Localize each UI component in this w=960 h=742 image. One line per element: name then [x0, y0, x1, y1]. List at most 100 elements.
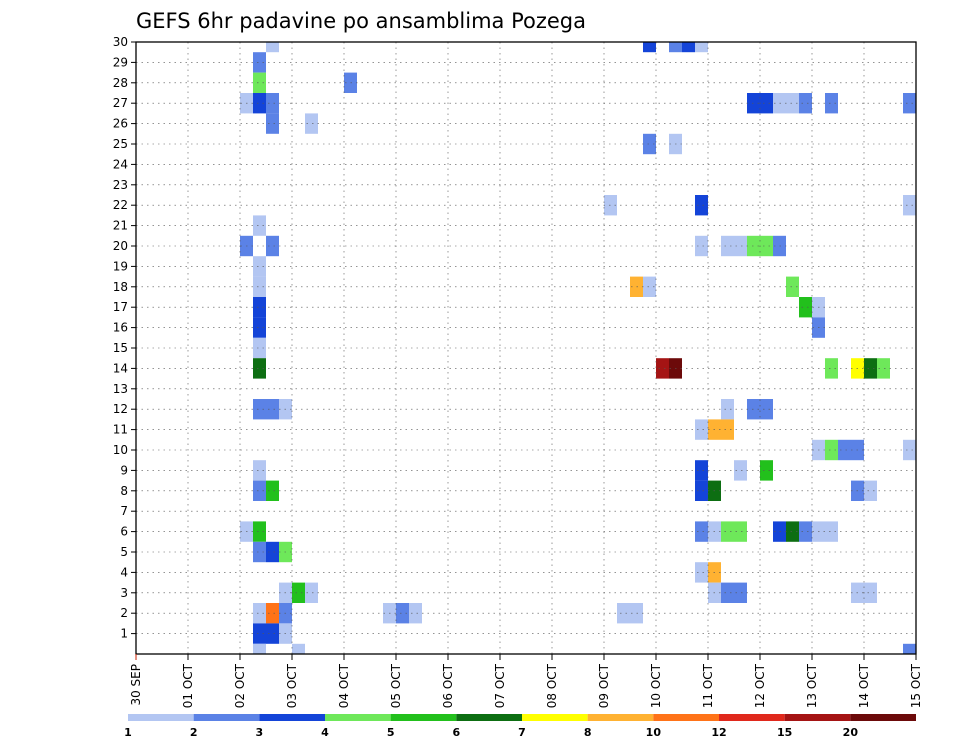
heatmap-cell — [253, 623, 266, 644]
heatmap-cell — [253, 480, 266, 501]
heatmap-cell — [253, 93, 266, 114]
y-tick-label: 22 — [113, 198, 128, 212]
colorbar-label: 7 — [518, 726, 526, 739]
heatmap-cell — [253, 215, 266, 236]
heatmap-cell — [695, 419, 708, 440]
heatmap-cell — [643, 133, 656, 155]
y-tick-label: 30 — [113, 35, 128, 49]
heatmap-cell — [253, 276, 266, 297]
heatmap-cell — [903, 93, 916, 114]
colorbar-label: 1 — [124, 726, 132, 739]
heatmap-cell — [838, 439, 851, 461]
x-tick-label: 11 OCT — [701, 663, 715, 708]
heatmap-cell — [409, 603, 422, 624]
y-tick-label: 10 — [113, 443, 128, 457]
colorbar-label: 5 — [387, 726, 395, 739]
heatmap-cell — [734, 460, 747, 481]
heatmap-cell — [266, 399, 279, 420]
colorbar-label: 8 — [584, 726, 592, 739]
colorbar-label: 3 — [256, 726, 264, 739]
heatmap-cell — [695, 460, 708, 481]
heatmap-cell — [734, 521, 747, 542]
colorbar-swatch — [850, 714, 916, 721]
heatmap-cell — [786, 276, 799, 297]
heatmap-cell — [292, 643, 305, 654]
heatmap-cell — [695, 42, 708, 53]
heatmap-cell — [266, 480, 279, 501]
heatmap-cell — [695, 562, 708, 583]
x-tick-label: 05 OCT — [389, 663, 403, 708]
heatmap-cell — [734, 235, 747, 257]
heatmap-cell — [253, 72, 266, 93]
heatmap-cell — [786, 93, 799, 114]
heatmap-cell — [864, 582, 877, 603]
heatmap-cell — [760, 399, 773, 420]
heatmap-cell — [903, 643, 916, 654]
y-tick-label: 8 — [120, 484, 128, 498]
y-axis: 1234567891011121314151617181920212223242… — [113, 35, 136, 641]
colorbar-swatch — [128, 714, 194, 721]
heatmap-cell — [253, 460, 266, 481]
heatmap-cell — [643, 276, 656, 297]
y-tick-label: 26 — [113, 117, 128, 131]
heatmap-cell — [253, 603, 266, 624]
heatmap-cell — [253, 541, 266, 563]
heatmap-cell — [825, 93, 838, 114]
y-tick-label: 15 — [113, 341, 128, 355]
y-tick-label: 17 — [113, 300, 128, 314]
y-tick-label: 6 — [120, 525, 128, 539]
y-tick-label: 27 — [113, 96, 128, 110]
y-tick-label: 29 — [113, 55, 128, 69]
colorbar-label: 6 — [453, 726, 461, 739]
heatmap-cell — [253, 643, 266, 654]
colorbar-label: 12 — [711, 726, 726, 739]
x-tick-label: 10 OCT — [649, 663, 663, 708]
heatmap-cell — [760, 93, 773, 114]
heatmap-cell — [253, 317, 266, 338]
heatmap-cell — [721, 235, 734, 257]
heatmap-cell — [305, 582, 318, 603]
x-tick-label: 12 OCT — [753, 663, 767, 708]
heatmap-cell — [266, 603, 279, 624]
heatmap-cell — [825, 439, 838, 461]
x-tick-label: 15 OCT — [909, 663, 923, 708]
heatmap-cell — [643, 42, 656, 53]
y-tick-label: 9 — [120, 463, 128, 477]
y-tick-label: 2 — [120, 606, 128, 620]
heatmap-cell — [253, 399, 266, 420]
y-tick-label: 1 — [120, 627, 128, 641]
heatmap-cell — [266, 235, 279, 257]
y-tick-label: 20 — [113, 239, 128, 253]
x-tick-label: 09 OCT — [597, 663, 611, 708]
y-tick-label: 14 — [113, 361, 128, 375]
heatmap-cell — [253, 52, 266, 73]
y-tick-label: 25 — [113, 137, 128, 151]
colorbar-swatch — [587, 714, 654, 721]
heatmap-cell — [695, 195, 708, 216]
y-tick-label: 24 — [113, 157, 128, 171]
colorbar-swatch — [522, 714, 588, 721]
heatmap-cell — [253, 297, 266, 318]
heatmap-cell — [266, 113, 279, 134]
heatmap-cell — [721, 582, 734, 603]
x-tick-label: 13 OCT — [805, 663, 819, 708]
heatmap-cell — [669, 42, 682, 53]
x-tick-label: 01 OCT — [181, 663, 195, 708]
heatmap-cell — [305, 113, 318, 134]
colorbar-label: 20 — [843, 726, 859, 739]
heatmap-cell — [721, 399, 734, 420]
heatmap-cell — [760, 460, 773, 481]
x-tick-label: 06 OCT — [441, 663, 455, 708]
heatmap-cell — [799, 93, 812, 114]
colorbar-swatch — [259, 714, 325, 721]
heatmap-cells — [240, 42, 916, 654]
x-tick-label: 02 OCT — [233, 663, 247, 708]
heatmap-cell — [253, 337, 266, 359]
heatmap-cell — [266, 93, 279, 114]
heatmap-cell — [760, 235, 773, 257]
heatmap-cell — [617, 603, 630, 624]
y-tick-label: 7 — [120, 504, 128, 518]
heatmap-cell — [682, 42, 695, 53]
x-tick-label: 07 OCT — [493, 663, 507, 708]
colorbar-label: 2 — [190, 726, 198, 739]
